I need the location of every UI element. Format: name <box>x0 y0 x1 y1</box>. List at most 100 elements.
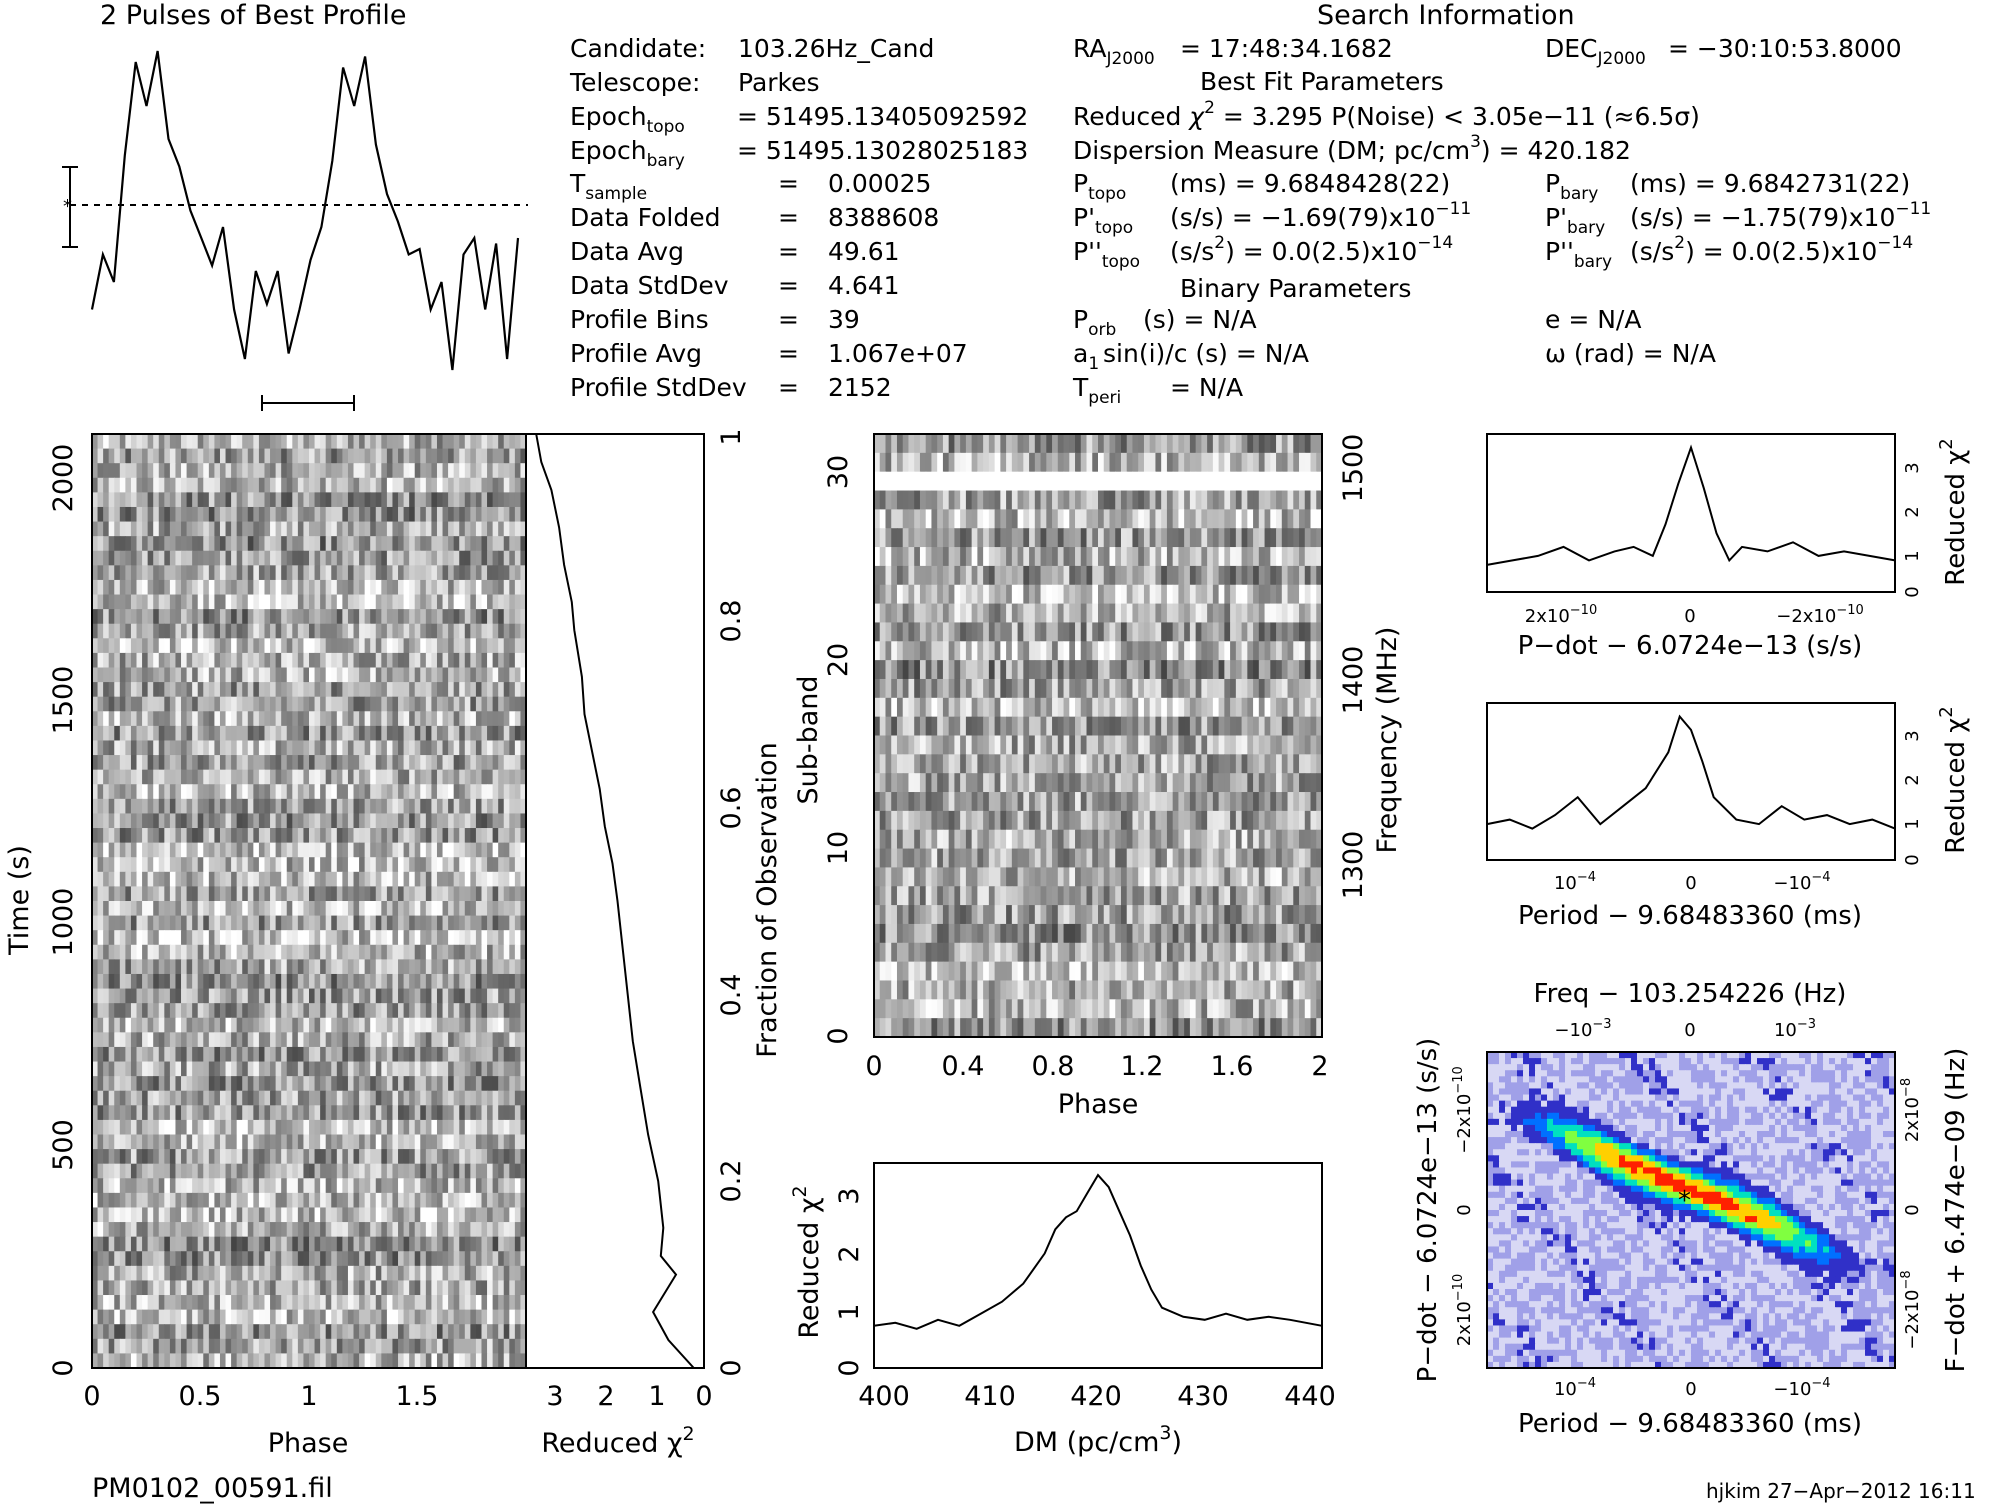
heatmap-cell <box>97 1309 104 1325</box>
heatmap-cell <box>464 1003 471 1019</box>
heatmap-cell <box>92 857 99 873</box>
heatmap-cell <box>520 1251 527 1267</box>
heatmap-cell <box>125 565 132 581</box>
heatmap-cell <box>514 652 522 669</box>
heatmap-cell <box>442 725 449 742</box>
heatmap-cell <box>336 842 343 858</box>
heatmap-cell <box>464 477 471 493</box>
heatmap-cell <box>331 886 338 902</box>
heatmap-cell <box>492 857 499 873</box>
heatmap-cell <box>492 667 499 683</box>
heatmap-cell <box>130 1032 138 1048</box>
heatmap-cell <box>303 973 310 990</box>
heatmap-cell <box>336 871 343 887</box>
heatmap-cell <box>403 1178 410 1194</box>
heatmap-cell <box>342 696 349 712</box>
heatmap-cell <box>503 565 510 581</box>
heatmap-cell <box>142 959 149 975</box>
heatmap-cell <box>114 1134 121 1150</box>
heatmap-cell <box>509 828 516 844</box>
heatmap-cell <box>425 740 433 756</box>
heatmap-cell <box>158 1251 165 1267</box>
heatmap-cell <box>503 711 510 727</box>
heatmap-cell <box>353 550 360 566</box>
heatmap-cell <box>336 594 343 610</box>
heatmap-cell <box>169 1061 177 1077</box>
heatmap-cell <box>353 638 360 654</box>
heatmap-cell <box>130 579 138 596</box>
heatmap-cell <box>103 550 110 566</box>
heatmap-cell <box>436 740 444 756</box>
heatmap-cell <box>114 1338 121 1354</box>
heatmap-cell <box>175 930 182 946</box>
heatmap-cell <box>475 1119 483 1136</box>
heatmap-cell <box>181 944 188 960</box>
heatmap-cell <box>392 1017 399 1033</box>
heatmap-cell <box>386 1295 394 1311</box>
heatmap-cell <box>375 1236 382 1252</box>
heatmap-cell <box>392 1163 399 1179</box>
heatmap-cell <box>414 638 421 654</box>
heatmap-cell <box>242 740 249 756</box>
heatmap-cell <box>425 1163 433 1179</box>
heatmap-cell <box>103 696 110 712</box>
heatmap-cell <box>192 1105 199 1121</box>
heatmap-cell <box>409 1046 416 1063</box>
heatmap-cell <box>114 609 121 625</box>
heatmap-cell <box>342 901 349 917</box>
heatmap-cell <box>464 886 471 902</box>
heatmap-cell <box>281 579 288 596</box>
heatmap-cell <box>225 1003 232 1019</box>
heatmap-cell <box>153 1003 160 1019</box>
heatmap-cell <box>114 1119 121 1136</box>
heatmap-cell <box>359 740 366 756</box>
heatmap-cell <box>398 1119 405 1136</box>
heatmap-cell <box>320 594 327 610</box>
heatmap-cell <box>153 828 160 844</box>
heatmap-cell <box>431 682 438 698</box>
heatmap-cell <box>375 652 382 669</box>
heatmap-cell <box>192 477 199 493</box>
heatmap-cell <box>353 652 360 669</box>
heatmap-cell <box>247 1061 254 1077</box>
heatmap-cell <box>359 915 366 931</box>
heatmap-cell <box>409 1119 416 1136</box>
heatmap-cell <box>375 1280 382 1296</box>
heatmap-cell <box>431 492 438 508</box>
heatmap-cell <box>103 536 110 552</box>
heatmap-cell <box>448 1149 455 1165</box>
heatmap-cell <box>247 915 254 931</box>
heatmap-cell <box>292 579 299 596</box>
heatmap-cell <box>403 638 410 654</box>
heatmap-cell <box>97 1295 104 1311</box>
heatmap-cell <box>409 886 416 902</box>
heatmap-cell <box>225 594 232 610</box>
heatmap-cell <box>153 1338 160 1354</box>
heatmap-cell <box>325 901 332 917</box>
heatmap-cell <box>364 755 371 771</box>
heatmap-cell <box>203 448 210 464</box>
heatmap-cell <box>264 769 271 785</box>
heatmap-cell <box>114 930 121 946</box>
heatmap-cell <box>103 638 110 654</box>
heatmap-cell <box>231 652 238 669</box>
heatmap-cell <box>464 506 471 523</box>
heatmap-cell <box>275 784 282 800</box>
heatmap-cell <box>208 623 216 639</box>
heatmap-cell <box>509 1236 516 1252</box>
heatmap-cell <box>175 798 182 815</box>
heatmap-cell <box>281 784 288 800</box>
heatmap-cell <box>97 1032 104 1048</box>
heatmap-cell <box>169 594 177 610</box>
heatmap-cell <box>119 886 126 902</box>
heatmap-cell <box>219 944 227 960</box>
heatmap-cell <box>158 944 165 960</box>
heatmap-cell <box>281 930 288 946</box>
heatmap-cell <box>92 667 99 683</box>
heatmap-cell <box>470 1119 477 1136</box>
heatmap-cell <box>192 536 199 552</box>
heatmap-cell <box>203 1032 210 1048</box>
heatmap-cell <box>164 1163 171 1179</box>
heatmap-cell <box>320 696 327 712</box>
heatmap-cell <box>386 1105 394 1121</box>
